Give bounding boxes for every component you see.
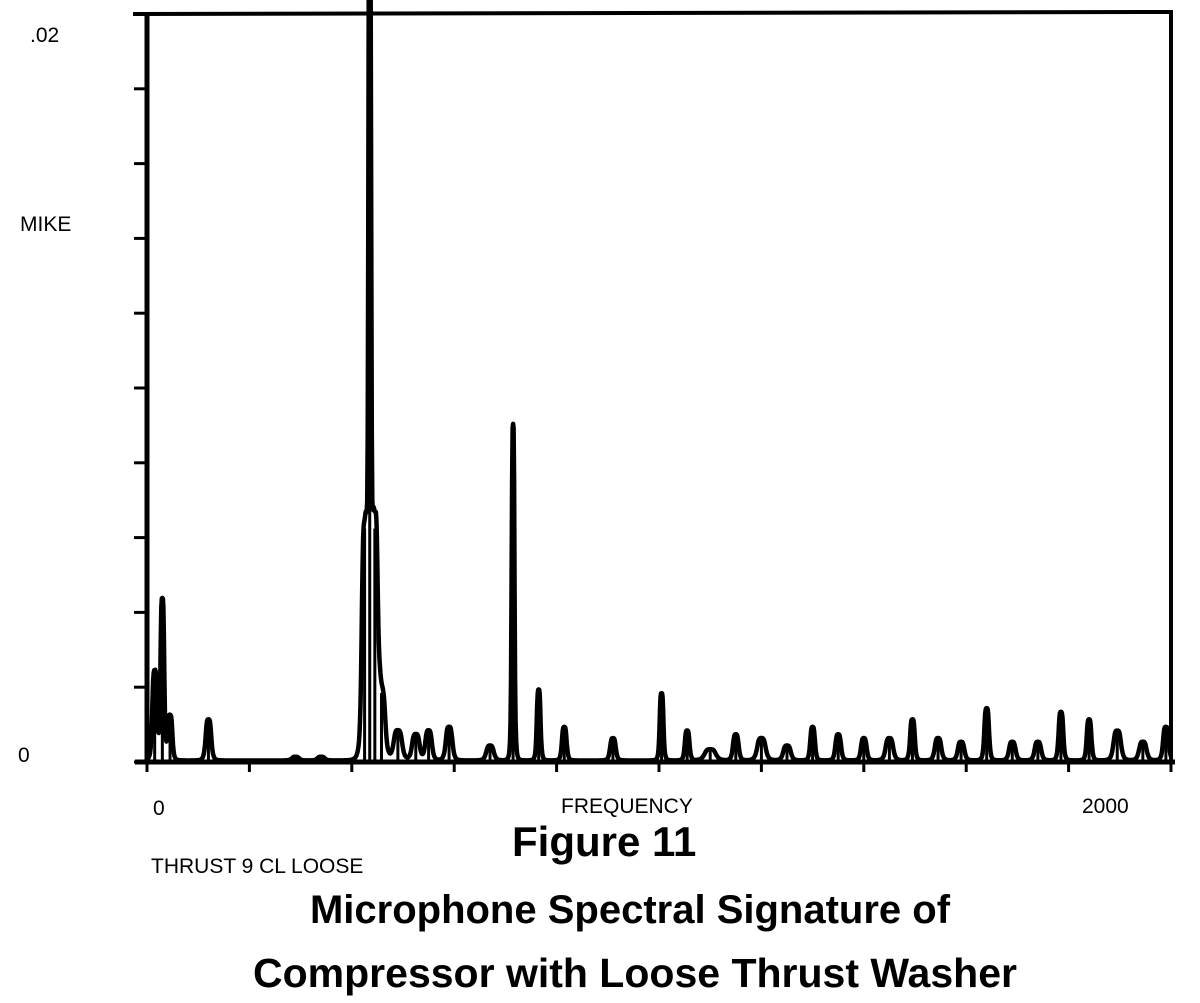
y-tick-label-zero: 0 [18,744,30,767]
figure-caption-line-2: Compressor with Loose Thrust Washer [253,950,1017,996]
series-layer [145,0,1174,763]
y-tick-label-max: .02 [30,24,60,47]
axis-ticks [134,12,1173,772]
x-tick-label-max: 2000 [1082,795,1129,818]
x-axis-label: FREQUENCY [561,795,693,818]
x-tick-label-zero: 0 [153,797,165,820]
top-frame-line [132,10,1174,16]
spectrum-series-0 [145,0,1174,763]
y-axis-label: MIKE [20,213,72,236]
figure-number: Figure 11 [512,818,697,865]
run-annotation: THRUST 9 CL LOOSE [151,855,364,878]
figure-caption-line-1: Microphone Spectral Signature of [309,888,951,932]
plot-frame [132,10,1175,765]
